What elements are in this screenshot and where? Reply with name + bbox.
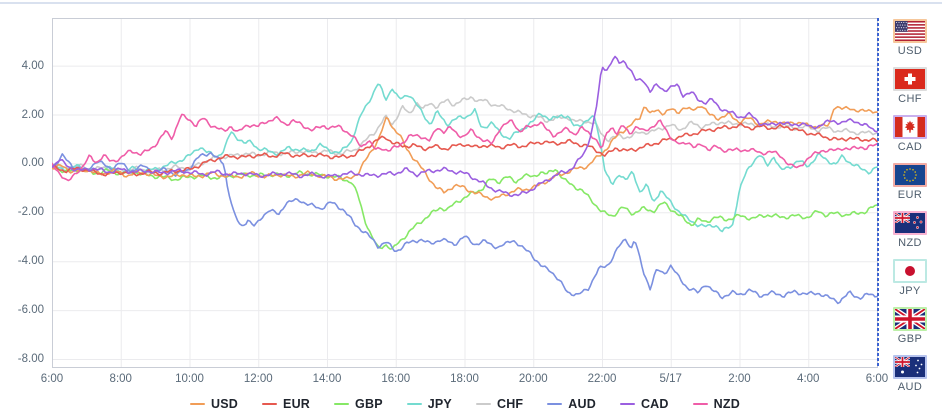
legend-label: GBP <box>355 397 383 411</box>
x-axis-tick-label: 14:00 <box>312 373 342 385</box>
currency-code-label: CHF <box>898 93 922 105</box>
gbp-flag-icon <box>893 307 927 331</box>
currency-item-chf[interactable]: CHF <box>886 67 934 105</box>
currency-code-label: USD <box>897 45 923 57</box>
currency-item-usd[interactable]: USD <box>886 19 934 57</box>
y-axis-tick-label: -8.00 <box>17 352 44 365</box>
legend-label: NZD <box>713 397 740 411</box>
legend-item-aud[interactable]: AUD <box>547 397 596 411</box>
currency-item-jpy[interactable]: JPY <box>886 259 934 297</box>
y-axis-tick-label: 2.00 <box>21 108 44 121</box>
legend-item-cad[interactable]: CAD <box>619 397 669 411</box>
x-axis-tick-label: 4:00 <box>797 373 820 385</box>
chart-right-separator <box>877 18 879 368</box>
legend-label: EUR <box>283 397 311 411</box>
legend-label: AUD <box>568 397 596 411</box>
legend-color-dash <box>190 402 206 406</box>
x-axis-tick-label: 16:00 <box>381 373 411 385</box>
eur-flag-icon <box>893 163 927 187</box>
legend-label: CAD <box>640 397 669 411</box>
currency-item-eur[interactable]: EUR <box>886 163 934 201</box>
series-line-aud <box>51 151 878 305</box>
series-line-cad <box>51 55 878 198</box>
currency-code-label: GBP <box>897 333 923 345</box>
series-line-jpy <box>51 83 878 233</box>
legend-item-nzd[interactable]: NZD <box>692 397 740 411</box>
x-axis-tick-label: 6:00 <box>865 373 889 385</box>
legend-label: USD <box>211 397 239 411</box>
x-axis-tick-label: 22:00 <box>587 373 617 385</box>
legend-color-dash <box>692 402 708 406</box>
x-axis-tick-label: 18:00 <box>450 373 479 385</box>
legend-label: CHF <box>496 397 524 411</box>
currency-code-label: JPY <box>899 285 921 297</box>
y-axis-tick-label: -4.00 <box>17 255 44 268</box>
x-axis-tick-label: 2:00 <box>728 373 751 385</box>
top-rule <box>0 2 942 4</box>
x-axis-tick-label: 5/17 <box>659 373 682 385</box>
legend-item-usd[interactable]: USD <box>190 397 238 411</box>
chf-flag-icon <box>893 67 927 91</box>
series-line-gbp <box>51 165 878 250</box>
series-line-nzd <box>51 113 878 182</box>
jpy-flag-icon <box>893 259 927 283</box>
currency-flag-sidebar: USD CHF CAD EUR NZD JPY GBP AUD <box>886 0 934 416</box>
legend-color-dash <box>475 402 491 406</box>
currency-item-nzd[interactable]: NZD <box>886 211 934 249</box>
legend-color-dash <box>619 402 635 406</box>
currency-item-aud[interactable]: AUD <box>886 355 934 393</box>
y-axis-tick-label: 4.00 <box>21 59 44 72</box>
nzd-flag-icon <box>893 211 927 235</box>
currency-item-gbp[interactable]: GBP <box>886 307 934 345</box>
currency-code-label: AUD <box>897 381 923 393</box>
legend-color-dash <box>547 402 563 406</box>
x-axis-tick-label: 20:00 <box>518 373 548 385</box>
currency-code-label: NZD <box>898 237 922 249</box>
legend-color-dash <box>334 402 350 406</box>
currency-item-cad[interactable]: CAD <box>886 115 934 153</box>
series-line-eur <box>51 122 878 177</box>
legend-item-chf[interactable]: CHF <box>475 397 524 411</box>
series-line-usd <box>51 105 878 201</box>
legend-item-eur[interactable]: EUR <box>262 397 310 411</box>
y-axis-tick-label: -2.00 <box>17 206 44 219</box>
currency-code-label: CAD <box>897 141 923 153</box>
usd-flag-icon <box>893 19 927 43</box>
x-axis-tick-label: 10:00 <box>175 373 204 385</box>
chart-plot-area[interactable] <box>51 18 878 368</box>
legend-item-jpy[interactable]: JPY <box>406 397 452 411</box>
legend-color-dash <box>406 402 422 406</box>
y-axis-tick-label: -6.00 <box>17 304 44 317</box>
x-axis-tick-label: 12:00 <box>243 373 273 385</box>
x-axis-tick-label: 8:00 <box>109 373 132 385</box>
aud-flag-icon <box>893 355 927 379</box>
currency-code-label: EUR <box>897 189 923 201</box>
y-axis-tick-label: 0.00 <box>21 157 44 170</box>
x-axis-tick-label: 6:00 <box>40 373 64 385</box>
cad-flag-icon <box>893 115 927 139</box>
legend-color-dash <box>262 402 278 406</box>
chart-canvas[interactable] <box>51 18 878 368</box>
legend-label: JPY <box>427 397 452 411</box>
chart-legend: USD EUR GBP JPY CHF AUD CAD NZD <box>52 397 878 411</box>
legend-item-gbp[interactable]: GBP <box>334 397 383 411</box>
